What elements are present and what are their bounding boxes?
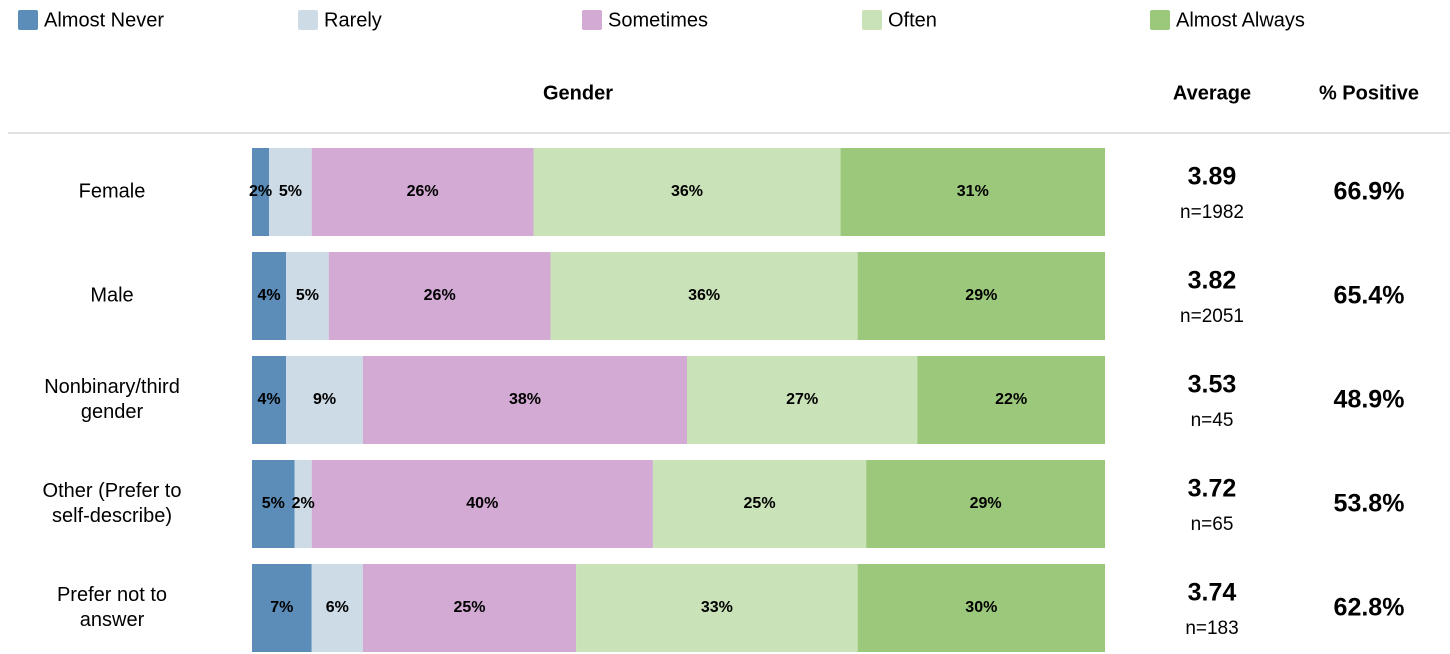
category-label: Nonbinary/third gender bbox=[44, 376, 180, 423]
bar-segment bbox=[294, 460, 312, 548]
bar-value-label: 27% bbox=[786, 391, 818, 408]
bar-segment bbox=[252, 356, 287, 444]
average-value: 3.74 bbox=[1188, 579, 1237, 607]
legend-label: Rarely bbox=[324, 9, 382, 31]
bar-value-label: 22% bbox=[995, 391, 1027, 408]
average-value: 3.89 bbox=[1188, 163, 1237, 191]
legend-swatch bbox=[582, 10, 602, 30]
bar-segment bbox=[652, 460, 867, 548]
bar-segment bbox=[328, 252, 551, 340]
bar-value-label: 4% bbox=[257, 287, 280, 304]
category-label: Other (Prefer to self-describe) bbox=[42, 480, 182, 527]
bar-segment bbox=[286, 356, 363, 444]
bar-segment bbox=[917, 356, 1105, 444]
bar-value-label: 7% bbox=[270, 599, 293, 616]
bar-value-label: 5% bbox=[262, 495, 285, 512]
bar-value-label: 5% bbox=[279, 183, 302, 200]
bar-segment bbox=[362, 564, 577, 652]
legend-swatch bbox=[298, 10, 318, 30]
bar-value-label: 36% bbox=[671, 183, 703, 200]
bar-value-label: 4% bbox=[257, 391, 280, 408]
bar-segment bbox=[252, 460, 295, 548]
positive-header: % Positive bbox=[1319, 82, 1419, 104]
legend-swatch bbox=[1150, 10, 1170, 30]
legend-label: Sometimes bbox=[608, 9, 708, 31]
percent-positive: 53.8% bbox=[1334, 490, 1405, 518]
bar-segment bbox=[857, 252, 1105, 340]
count-label: n=1982 bbox=[1180, 202, 1244, 223]
bar-segment bbox=[286, 252, 329, 340]
bar-segment bbox=[311, 564, 363, 652]
bar-value-label: 25% bbox=[744, 495, 776, 512]
bar-segment bbox=[362, 356, 688, 444]
average-header: Average bbox=[1173, 82, 1251, 104]
bar-value-label: 30% bbox=[965, 599, 997, 616]
category-label: Prefer not to answer bbox=[56, 584, 168, 631]
bar-segment bbox=[269, 148, 312, 236]
bar-segment bbox=[840, 148, 1105, 236]
average-value: 3.72 bbox=[1188, 475, 1237, 503]
category-header: Gender bbox=[543, 82, 613, 104]
bar-value-label: 2% bbox=[292, 495, 315, 512]
bar-segment bbox=[576, 564, 858, 652]
bar-segment bbox=[311, 460, 653, 548]
bar-value-label: 6% bbox=[326, 599, 349, 616]
percent-positive: 65.4% bbox=[1334, 282, 1405, 310]
percent-positive: 66.9% bbox=[1334, 178, 1405, 206]
bar-segment bbox=[252, 148, 270, 236]
bar-value-label: 40% bbox=[466, 495, 498, 512]
average-value: 3.82 bbox=[1188, 267, 1237, 295]
bar-value-label: 26% bbox=[424, 287, 456, 304]
bar-segment bbox=[687, 356, 918, 444]
bar-value-label: 36% bbox=[688, 287, 720, 304]
bar-value-label: 29% bbox=[970, 495, 1002, 512]
legend-label: Almost Never bbox=[44, 9, 164, 31]
bar-value-label: 29% bbox=[965, 287, 997, 304]
legend-swatch bbox=[862, 10, 882, 30]
bar-segment bbox=[252, 564, 312, 652]
bar-value-label: 2% bbox=[249, 183, 272, 200]
bar-value-label: 31% bbox=[957, 183, 989, 200]
bar-value-label: 5% bbox=[296, 287, 319, 304]
bar-value-label: 25% bbox=[453, 599, 485, 616]
bar-segment bbox=[550, 252, 858, 340]
legend-label: Often bbox=[888, 9, 937, 31]
bar-value-label: 9% bbox=[313, 391, 336, 408]
bar-segment bbox=[252, 252, 287, 340]
category-label: Female bbox=[78, 180, 146, 203]
bars bbox=[252, 148, 1105, 652]
count-label: n=65 bbox=[1191, 514, 1234, 535]
count-label: n=2051 bbox=[1180, 306, 1244, 327]
count-label: n=183 bbox=[1185, 618, 1238, 639]
bar-segment bbox=[311, 148, 534, 236]
bar-value-label: 33% bbox=[701, 599, 733, 616]
count-label: n=45 bbox=[1191, 410, 1234, 431]
legend-label: Almost Always bbox=[1176, 9, 1305, 31]
bar-value-label: 26% bbox=[407, 183, 439, 200]
average-value: 3.53 bbox=[1188, 371, 1237, 399]
percent-positive: 48.9% bbox=[1334, 386, 1405, 414]
bar-segment bbox=[533, 148, 841, 236]
bar-value-label: 38% bbox=[509, 391, 541, 408]
legend-swatch bbox=[18, 10, 38, 30]
bar-segment bbox=[866, 460, 1105, 548]
bar-segment bbox=[857, 564, 1105, 652]
percent-positive: 62.8% bbox=[1334, 594, 1405, 622]
category-label: Male bbox=[90, 284, 134, 307]
